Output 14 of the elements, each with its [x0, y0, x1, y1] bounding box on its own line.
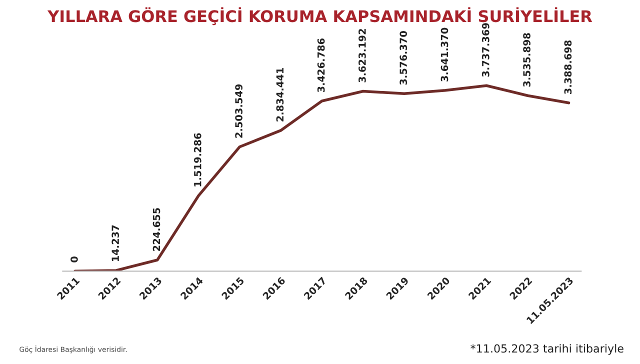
data-label: 14.237	[112, 225, 120, 262]
data-label: 3.426.786	[317, 38, 325, 92]
data-label: 3.641.370	[440, 28, 448, 82]
data-label: 224.655	[152, 208, 160, 251]
data-label: 3.576.370	[400, 30, 408, 85]
data-label: 3.535.898	[523, 33, 530, 87]
text: *11.05.2023 tarihi itibariyle	[470, 344, 624, 355]
data-label: 3.623.192	[358, 29, 366, 82]
data-label: 3.737.369	[482, 23, 490, 77]
data-label: 3.388.698	[564, 40, 572, 94]
data-label: 2.834.441	[276, 68, 284, 122]
data-label: 1.519.286	[194, 133, 202, 186]
data-label: 2.503.549	[235, 84, 242, 138]
data-label: 0	[70, 256, 78, 262]
